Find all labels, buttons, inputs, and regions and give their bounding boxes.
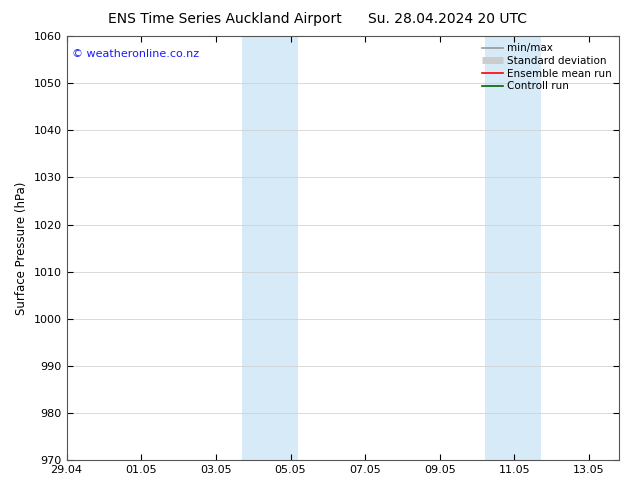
Bar: [484, 36, 541, 460]
Text: ENS Time Series Auckland Airport      Su. 28.04.2024 20 UTC: ENS Time Series Auckland Airport Su. 28.…: [108, 12, 526, 26]
Text: © weatheronline.co.nz: © weatheronline.co.nz: [72, 49, 199, 59]
Legend: min/max, Standard deviation, Ensemble mean run, Controll run: min/max, Standard deviation, Ensemble me…: [480, 41, 614, 93]
Bar: [242, 36, 298, 460]
Y-axis label: Surface Pressure (hPa): Surface Pressure (hPa): [15, 181, 28, 315]
